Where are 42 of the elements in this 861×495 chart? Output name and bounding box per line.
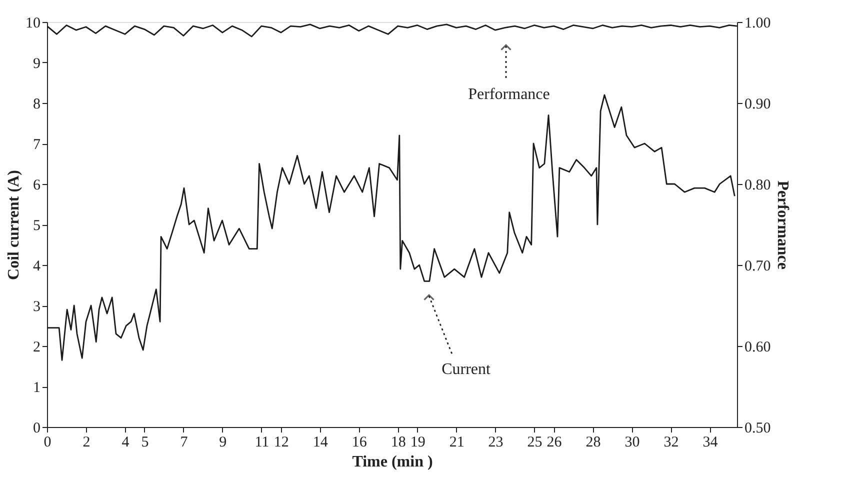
annotation: Current xyxy=(442,361,491,378)
x-tick-label: 2 xyxy=(82,434,90,450)
y2-tick-label: 0.60 xyxy=(744,340,771,356)
x-tick-label: 7 xyxy=(180,434,188,450)
y-tick-label: 1 xyxy=(33,380,40,396)
y-tick-label: 7 xyxy=(33,137,41,153)
x-tick-label: 11 xyxy=(254,434,270,450)
y2-tick-label: 0.50 xyxy=(744,420,771,436)
x-tick-label: 32 xyxy=(664,434,679,450)
y2-tick-label: 1.00 xyxy=(744,16,771,32)
y-tick-label: 10 xyxy=(26,16,40,32)
x-tick-label: 9 xyxy=(219,434,227,450)
y2-axis-title: Performance xyxy=(774,180,791,270)
x-tick-label: 0 xyxy=(44,434,52,450)
x-tick-label: 14 xyxy=(312,434,328,450)
x-tick-label: 23 xyxy=(488,434,504,450)
y-tick-label: 2 xyxy=(33,340,40,356)
y2-tick-label: 0.80 xyxy=(744,178,771,194)
y2-tick-label: 0.70 xyxy=(744,258,771,274)
x-tick-label: 18 xyxy=(390,434,406,450)
x-tick-label: 26 xyxy=(546,434,562,450)
x-tick-label: 21 xyxy=(449,434,464,450)
x-tick-label: 34 xyxy=(702,434,718,450)
annotation: Performance xyxy=(468,86,550,103)
x-tick-label: 19 xyxy=(410,434,426,450)
x-tick-label: 28 xyxy=(586,434,601,450)
x-tick-label: 16 xyxy=(352,434,368,450)
x-axis-title: Time (min ) xyxy=(352,454,433,470)
x-tick-label: 4 xyxy=(122,434,130,450)
x-tick-label: 25 xyxy=(527,434,542,450)
y-tick-label: 5 xyxy=(33,218,40,234)
x-tick-label: 12 xyxy=(274,434,289,450)
y-tick-label: 6 xyxy=(33,178,41,194)
y-tick-label: 0 xyxy=(33,420,40,436)
y2-tick-label: 0.90 xyxy=(744,96,771,112)
y-tick-label: 3 xyxy=(33,299,40,315)
y-axis-title: Coil current (A) xyxy=(6,170,22,280)
x-tick-label: 5 xyxy=(141,434,149,450)
y-tick-label: 4 xyxy=(33,258,41,274)
y-tick-label: 8 xyxy=(33,96,40,112)
x-tick-label: 30 xyxy=(624,434,640,450)
y-tick-label: 9 xyxy=(33,56,40,72)
